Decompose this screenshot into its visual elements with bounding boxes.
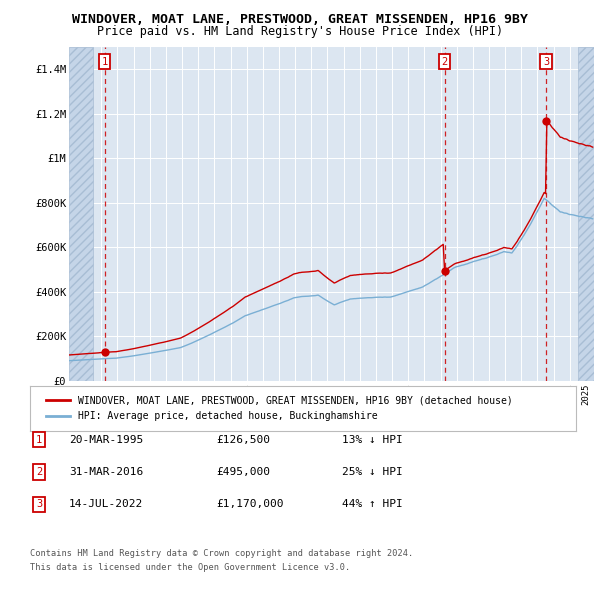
Text: This data is licensed under the Open Government Licence v3.0.: This data is licensed under the Open Gov… bbox=[30, 563, 350, 572]
Text: 20-MAR-1995: 20-MAR-1995 bbox=[69, 435, 143, 444]
Text: £495,000: £495,000 bbox=[216, 467, 270, 477]
Text: WINDOVER, MOAT LANE, PRESTWOOD, GREAT MISSENDEN, HP16 9BY: WINDOVER, MOAT LANE, PRESTWOOD, GREAT MI… bbox=[72, 13, 528, 26]
Bar bbox=[578, 47, 594, 381]
Text: 44% ↑ HPI: 44% ↑ HPI bbox=[342, 500, 403, 509]
Text: 14-JUL-2022: 14-JUL-2022 bbox=[69, 500, 143, 509]
Text: 31-MAR-2016: 31-MAR-2016 bbox=[69, 467, 143, 477]
Text: 2: 2 bbox=[442, 57, 448, 67]
Text: Price paid vs. HM Land Registry's House Price Index (HPI): Price paid vs. HM Land Registry's House … bbox=[97, 25, 503, 38]
Text: 25% ↓ HPI: 25% ↓ HPI bbox=[342, 467, 403, 477]
Legend: WINDOVER, MOAT LANE, PRESTWOOD, GREAT MISSENDEN, HP16 9BY (detached house), HPI:: WINDOVER, MOAT LANE, PRESTWOOD, GREAT MI… bbox=[40, 390, 519, 427]
Bar bbox=[69, 47, 93, 381]
Text: 13% ↓ HPI: 13% ↓ HPI bbox=[342, 435, 403, 444]
Text: 1: 1 bbox=[101, 57, 108, 67]
Text: 1: 1 bbox=[36, 435, 42, 444]
Text: Contains HM Land Registry data © Crown copyright and database right 2024.: Contains HM Land Registry data © Crown c… bbox=[30, 549, 413, 558]
Text: 3: 3 bbox=[36, 500, 42, 509]
Text: £1,170,000: £1,170,000 bbox=[216, 500, 284, 509]
Text: 2: 2 bbox=[36, 467, 42, 477]
Text: £126,500: £126,500 bbox=[216, 435, 270, 444]
Text: 3: 3 bbox=[543, 57, 550, 67]
